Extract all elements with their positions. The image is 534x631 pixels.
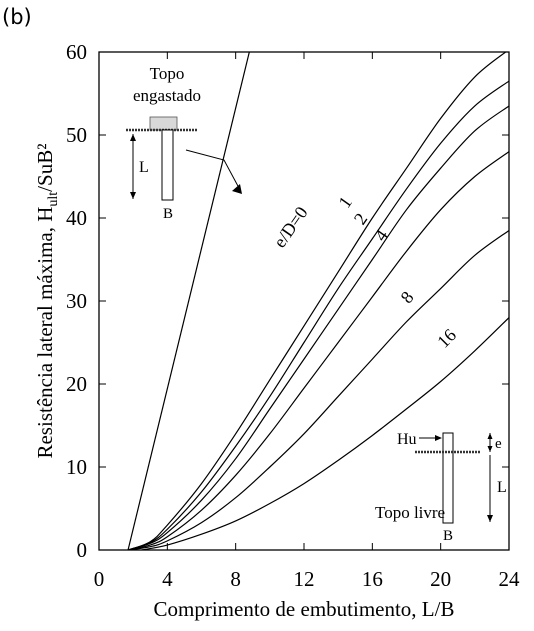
x-tick-label: 4 <box>162 567 173 591</box>
free-length-arrow-down <box>487 515 493 522</box>
series-line-3 <box>127 105 509 550</box>
series-line-6 <box>141 317 509 550</box>
length-arrow-up <box>130 134 136 141</box>
free-head-Hu: Hu <box>397 431 417 448</box>
series-line-5 <box>127 229 509 550</box>
load-arrow-head <box>435 435 442 441</box>
curves <box>127 52 509 550</box>
pile-cap <box>149 116 178 131</box>
x-tick-label: 8 <box>230 567 241 591</box>
fixed-head-caption-line1: Topo <box>150 64 185 83</box>
curve-label: e/D=0 <box>269 203 311 251</box>
y-tick-label: 30 <box>66 289 87 313</box>
fixed-head-L: L <box>139 159 149 176</box>
series-line-1 <box>127 52 506 550</box>
curve-labels: e/D=0 124 8 16 <box>269 193 460 352</box>
y-tick-label: 20 <box>66 372 87 396</box>
pile-shaft <box>161 129 174 201</box>
curve-label: 8 <box>396 287 417 307</box>
y-axis-label-tail: /SuB² <box>33 143 57 191</box>
free-head-inset: Hu e L Topo livre B <box>375 431 507 544</box>
free-head-e: e <box>495 436 502 452</box>
eccentricity-arrow-up <box>487 433 493 439</box>
x-axis-label: Comprimento de embutimento, L/B <box>154 597 455 621</box>
x-tick-label: 20 <box>430 567 451 591</box>
x-tick-label: 16 <box>362 567 383 591</box>
series-line-2 <box>127 80 509 550</box>
y-axis-label: Resistência lateral máxima, Hult/SuB² <box>33 143 61 458</box>
curve-label: 1 <box>334 193 356 212</box>
y-tick-label: 60 <box>66 40 87 64</box>
fixed-head-inset: Topo engastado L B <box>126 64 242 222</box>
free-head-L: L <box>497 479 507 496</box>
length-arrow-down <box>130 192 136 199</box>
x-tick-label: 12 <box>294 567 315 591</box>
y-tick-label: 10 <box>66 455 87 479</box>
free-pile-shaft <box>442 432 454 524</box>
curve-label: 16 <box>433 325 460 352</box>
y-tick-label: 50 <box>66 123 87 147</box>
y-axis-label-main: Resistência lateral máxima, H <box>33 207 57 459</box>
fixed-head-B: B <box>163 206 173 222</box>
leader-line <box>185 149 240 189</box>
free-head-caption: Topo livre <box>375 503 445 522</box>
y-tick-label: 0 <box>77 538 88 562</box>
series-line-0 <box>127 52 250 550</box>
free-head-B: B <box>443 528 453 544</box>
y-axis-label-sub: ult <box>46 192 61 207</box>
curve-label: 4 <box>370 226 392 245</box>
leader-arrowhead <box>232 184 242 194</box>
series-line-4 <box>127 151 509 550</box>
y-tick-label: 40 <box>66 206 87 230</box>
curve-label: 2 <box>350 209 372 228</box>
panel-label: (b) <box>2 5 32 29</box>
eccentricity-arrow-down <box>487 446 493 452</box>
x-tick-label: 24 <box>499 567 521 591</box>
fixed-head-caption-line2: engastado <box>133 86 201 105</box>
x-tick-label: 0 <box>94 567 105 591</box>
